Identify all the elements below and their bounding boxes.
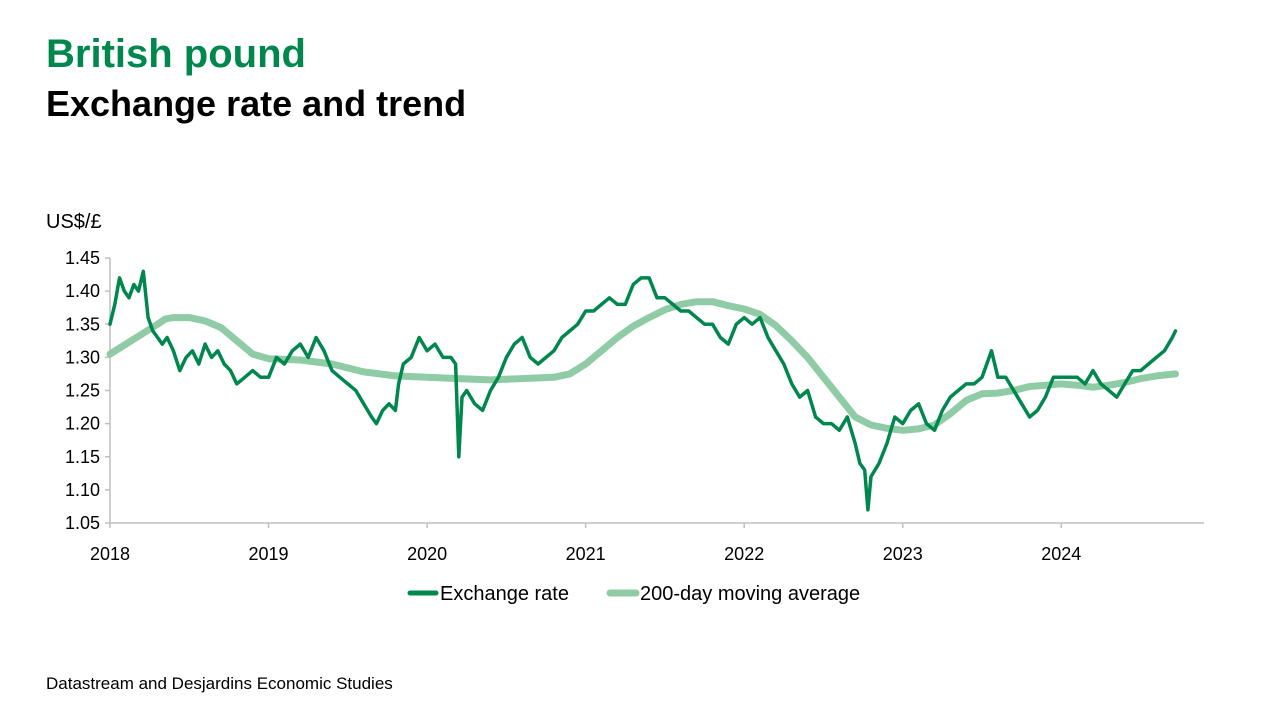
y-tick-label: 1.05 <box>65 513 100 533</box>
x-axis-ticks: 2018 2019 2020 2021 2022 2023 2024 <box>90 523 1081 564</box>
y-axis-label: US$/£ <box>46 211 102 233</box>
y-tick-label: 1.25 <box>65 381 100 401</box>
y-tick-label: 1.40 <box>65 281 100 301</box>
chart-subtitle: Exchange rate and trend <box>46 83 467 124</box>
legend-label-moving-average: 200-day moving average <box>640 583 860 605</box>
exchange-rate-line <box>108 269 1178 512</box>
y-tick-label: 1.15 <box>65 447 100 467</box>
y-tick-label: 1.35 <box>65 314 100 334</box>
y-tick-label: 1.30 <box>65 347 100 367</box>
x-tick-label: 2018 <box>90 544 130 564</box>
source-note: Datastream and Desjardins Economic Studi… <box>46 674 393 693</box>
y-tick-label: 1.45 <box>65 248 100 268</box>
y-axis-ticks: 1.45 1.40 1.35 1.30 1.25 1.20 1.15 1.10 1.05 <box>65 248 110 533</box>
y-tick-label: 1.10 <box>65 480 100 500</box>
x-tick-label: 2021 <box>566 544 606 564</box>
chart-title: British pound <box>46 32 306 76</box>
x-tick-label: 2019 <box>249 544 289 564</box>
x-tick-label: 2020 <box>407 544 447 564</box>
y-tick-label: 1.20 <box>65 414 100 434</box>
legend-label-exchange-rate: Exchange rate <box>440 583 569 605</box>
x-tick-label: 2023 <box>883 544 923 564</box>
x-tick-label: 2022 <box>724 544 764 564</box>
legend: Exchange rate 200-day moving average <box>407 583 860 605</box>
moving-average-line <box>106 298 1179 434</box>
x-tick-label: 2024 <box>1041 544 1081 564</box>
